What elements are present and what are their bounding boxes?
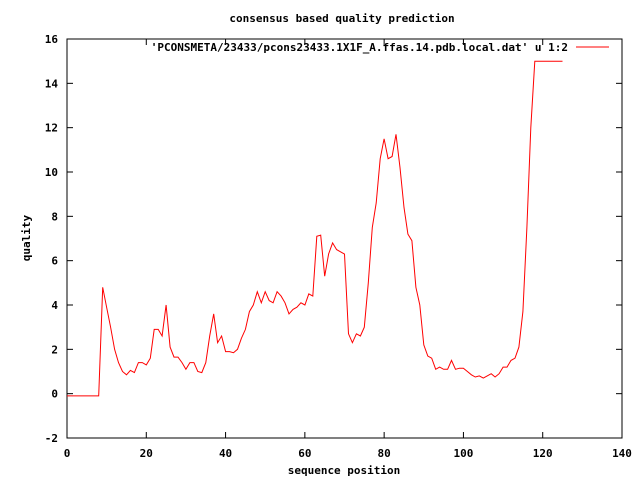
y-tick-label: 8 [51,210,58,223]
y-tick-label: 4 [51,299,58,312]
y-tick-label: 16 [45,33,59,46]
y-tick-label: 14 [45,77,59,90]
legend: 'PCONSMETA/23433/pcons23433.1X1F_A.ffas.… [151,41,609,54]
y-axis-label: quality [20,214,33,261]
x-tick-label: 80 [378,447,391,460]
y-tick-label: 0 [51,388,58,401]
y-tick-label: 2 [51,343,58,356]
x-axis-label: sequence position [288,464,401,477]
series-line [67,60,563,397]
x-tick-label: 60 [298,447,311,460]
plot-area [66,38,623,439]
y-axis: -2 0 2 4 6 8 10 12 14 16 [45,33,622,445]
x-tick-label: 40 [219,447,232,460]
x-tick-label: 20 [140,447,153,460]
chart-title: consensus based quality prediction [229,12,454,25]
x-axis: 0 20 40 60 80 100 120 140 [64,39,632,460]
y-tick-label: 12 [45,122,58,135]
series-layer [67,60,563,397]
legend-label: 'PCONSMETA/23433/pcons23433.1X1F_A.ffas.… [151,41,568,54]
y-tick-label: 10 [45,166,58,179]
x-tick-label: 100 [453,447,473,460]
x-tick-label: 120 [533,447,553,460]
y-tick-label: -2 [45,432,58,445]
x-tick-label: 140 [612,447,632,460]
y-tick-label: 6 [51,255,58,268]
plot-frame [66,38,623,439]
x-tick-label: 0 [64,447,71,460]
